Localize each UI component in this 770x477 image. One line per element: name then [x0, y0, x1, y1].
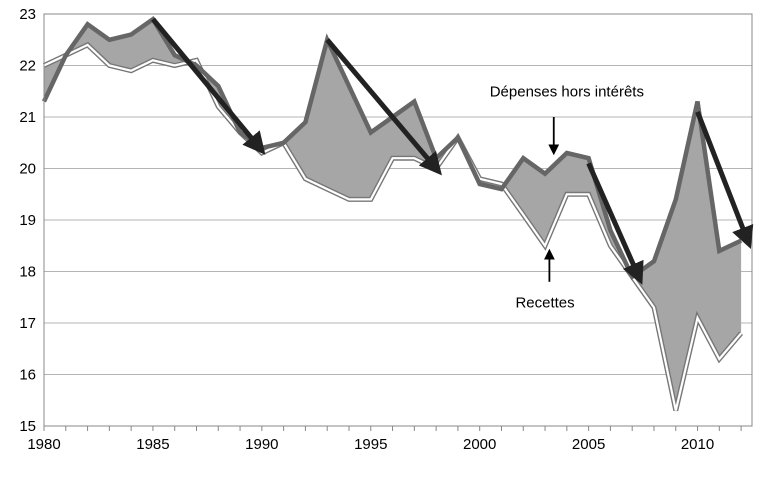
gap-fill — [44, 19, 742, 411]
grid — [44, 13, 752, 427]
y-tick-label: 20 — [19, 161, 36, 178]
trend-arrow-2 — [325, 38, 442, 176]
annotation-label: Dépenses hors intérêts — [490, 83, 644, 100]
y-tick-label: 17 — [19, 315, 36, 332]
trend-arrow-1 — [150, 17, 266, 155]
plot-frame — [43, 13, 753, 427]
x-tick-label: 1980 — [27, 436, 60, 453]
x-tick-label: 2005 — [572, 436, 605, 453]
x-tick-label: 2000 — [463, 436, 496, 453]
y-tick-label: 23 — [19, 6, 36, 23]
x-tick-label: 1990 — [245, 436, 278, 453]
trend-arrows — [150, 17, 754, 285]
trend-arrow-4 — [695, 110, 754, 249]
series-lines — [41, 15, 744, 412]
y-tick-label: 21 — [19, 109, 36, 126]
axes: 15 16 17 18 19 20 21 22 23 1980 1985 1990 1995 2000 20… — [19, 6, 753, 453]
fill-between-area — [44, 19, 742, 411]
y-tick-label: 19 — [19, 212, 36, 229]
x-tick-label: 1995 — [354, 436, 387, 453]
annotations: Dépenses hors intérêts Recettes — [490, 83, 644, 311]
trend-arrow-3 — [586, 162, 644, 285]
y-tick-label: 18 — [19, 264, 36, 281]
y-tick-label: 22 — [19, 58, 36, 75]
annotation-label: Recettes — [515, 294, 574, 311]
x-tick-label: 1985 — [136, 436, 169, 453]
x-tick-label: 2010 — [681, 436, 714, 453]
y-tick-label: 16 — [19, 367, 36, 384]
y-tick-label: 15 — [19, 418, 36, 435]
